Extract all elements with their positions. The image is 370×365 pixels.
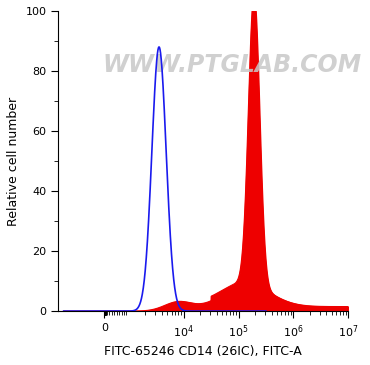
Text: WWW.PTGLAB.COM: WWW.PTGLAB.COM	[103, 53, 362, 77]
Y-axis label: Relative cell number: Relative cell number	[7, 96, 20, 226]
X-axis label: FITC-65246 CD14 (26IC), FITC-A: FITC-65246 CD14 (26IC), FITC-A	[104, 345, 302, 358]
